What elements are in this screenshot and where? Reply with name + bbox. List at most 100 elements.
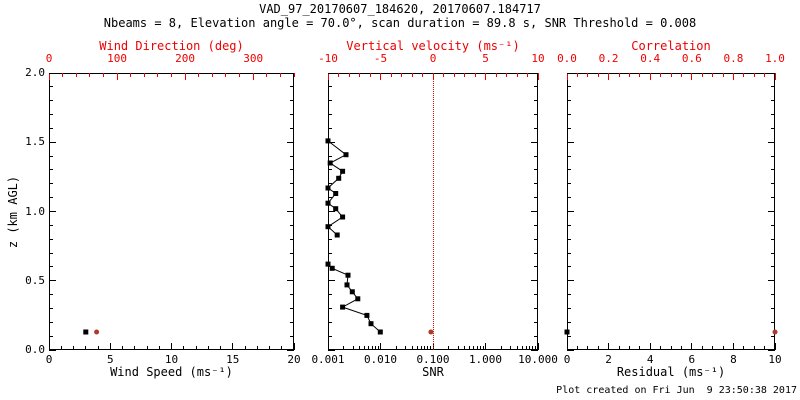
creation-timestamp: Plot created on Fri Jun 9 23:50:38 2017 xyxy=(556,385,797,396)
top-axis-minor-tick xyxy=(443,73,444,77)
top-axis-tick-label: 0 xyxy=(45,52,53,65)
bottom-axis-minor-tick xyxy=(293,346,295,350)
bottom-axis-minor-tick xyxy=(464,346,466,350)
top-axis-minor-tick xyxy=(252,73,254,77)
y-axis-minor-tick xyxy=(328,155,332,157)
bottom-axis-tick-label: 10 xyxy=(768,353,782,366)
top-axis-title: Correlation xyxy=(631,39,711,53)
y-axis-minor-tick xyxy=(328,224,332,226)
bottom-axis-tick-label: 1.000 xyxy=(468,353,503,366)
y-axis-minor-tick xyxy=(328,197,332,199)
top-axis-minor-tick xyxy=(576,73,578,77)
bottom-axis-minor-tick xyxy=(587,346,589,350)
bottom-axis-minor-tick xyxy=(73,346,74,350)
y-axis-minor-tick xyxy=(534,335,538,337)
y-axis-minor-tick xyxy=(534,211,538,212)
y-axis-minor-tick xyxy=(771,321,775,323)
y-axis-minor-tick xyxy=(290,197,294,199)
top-axis-minor-tick xyxy=(732,73,734,77)
top-axis-minor-tick xyxy=(369,73,371,77)
bottom-axis-minor-tick xyxy=(220,346,221,350)
y-axis-minor-tick xyxy=(771,211,775,212)
y-axis-minor-tick xyxy=(49,224,53,226)
y-axis-minor-tick xyxy=(771,335,775,337)
bottom-axis-minor-tick xyxy=(457,346,459,350)
y-axis-minor-tick xyxy=(328,100,332,102)
y-axis-minor-tick xyxy=(567,224,571,226)
bottom-axis-minor-tick xyxy=(430,346,432,350)
bottom-axis-tick-label: 10 xyxy=(164,353,179,366)
y-axis-minor-tick xyxy=(49,266,53,268)
y-axis-minor-tick xyxy=(534,86,538,88)
zero-velocity-ref-line xyxy=(432,73,434,350)
top-axis-minor-tick xyxy=(453,73,455,77)
top-axis-tick-label: -10 xyxy=(318,52,338,65)
top-axis-minor-tick xyxy=(401,73,402,77)
y-axis-minor-tick xyxy=(49,307,53,309)
y-axis-minor-tick xyxy=(534,266,538,268)
top-axis-title: Wind Direction (deg) xyxy=(99,39,244,53)
y-axis-minor-tick xyxy=(567,321,571,323)
bottom-axis-minor-tick xyxy=(359,346,361,350)
bottom-axis-minor-tick xyxy=(256,346,258,350)
bottom-axis-minor-tick xyxy=(427,346,429,350)
y-axis-minor-tick xyxy=(771,224,775,226)
y-axis-minor-tick xyxy=(534,141,538,143)
bottom-axis-tick-label: 0.100 xyxy=(416,353,450,366)
top-axis-minor-tick xyxy=(639,73,641,77)
y-axis-minor-tick xyxy=(328,307,332,309)
top-axis-minor-tick xyxy=(157,73,159,77)
bottom-axis-tick-label: 2 xyxy=(605,353,612,366)
y-axis-minor-tick xyxy=(290,307,294,309)
top-axis-minor-tick xyxy=(225,73,227,77)
y-axis-minor-tick xyxy=(290,252,294,254)
y-axis-minor-tick xyxy=(534,72,538,74)
y-axis-minor-tick xyxy=(290,183,294,185)
y-axis-minor-tick xyxy=(49,211,53,212)
top-axis-minor-tick xyxy=(537,73,539,77)
y-axis-minor-tick xyxy=(567,141,571,143)
bottom-axis-tick-label: 0.001 xyxy=(311,353,345,366)
bottom-axis-tick-label: 20 xyxy=(287,353,301,366)
y-axis-minor-tick xyxy=(567,238,571,240)
bottom-axis-tick-label: 0 xyxy=(563,353,571,366)
bottom-axis-minor-tick xyxy=(60,346,62,350)
top-axis-minor-tick xyxy=(660,73,662,77)
bottom-axis-minor-tick xyxy=(732,346,734,350)
y-axis-minor-tick xyxy=(49,197,53,199)
y-axis-tick-label: 2.0 xyxy=(25,66,45,79)
y-axis-minor-tick xyxy=(328,294,332,296)
top-axis-minor-tick xyxy=(506,73,507,77)
bottom-axis-tick-label: 4 xyxy=(646,353,654,366)
top-axis-minor-tick xyxy=(516,73,518,77)
y-axis-minor-tick xyxy=(49,114,53,116)
residual-panel-frame xyxy=(567,73,775,350)
bottom-axis-tick-label: 0 xyxy=(45,353,53,366)
y-axis-minor-tick xyxy=(49,127,53,129)
top-axis-minor-tick xyxy=(495,73,497,77)
bottom-axis-minor-tick xyxy=(753,346,755,350)
bottom-axis-major-tick xyxy=(537,343,539,350)
bottom-axis-minor-tick xyxy=(712,346,714,350)
y-axis-minor-tick xyxy=(49,321,53,323)
bottom-axis-minor-tick xyxy=(368,346,370,350)
top-axis-minor-tick xyxy=(338,73,339,77)
top-axis-minor-tick xyxy=(618,73,620,77)
top-axis-tick-label: 0.6 xyxy=(681,52,702,65)
y-axis-minor-tick xyxy=(49,155,53,157)
y-axis-minor-tick xyxy=(771,294,775,296)
y-axis-minor-tick xyxy=(771,114,775,116)
bottom-axis-tick-label: 0.010 xyxy=(363,353,398,366)
y-axis-minor-tick xyxy=(290,266,294,268)
top-axis-tick-label: 1.0 xyxy=(765,52,785,65)
bottom-axis-minor-tick xyxy=(469,346,471,350)
y-axis-minor-tick xyxy=(328,252,332,254)
y-axis-minor-tick xyxy=(49,72,53,74)
y-axis-minor-tick xyxy=(49,141,53,143)
top-axis-tick-label: 0 xyxy=(429,52,437,65)
bottom-axis-minor-tick xyxy=(597,346,599,350)
y-axis-minor-tick xyxy=(328,266,332,268)
top-axis-minor-tick xyxy=(527,73,528,77)
top-axis-title: Vertical velocity (ms⁻¹) xyxy=(346,39,520,53)
